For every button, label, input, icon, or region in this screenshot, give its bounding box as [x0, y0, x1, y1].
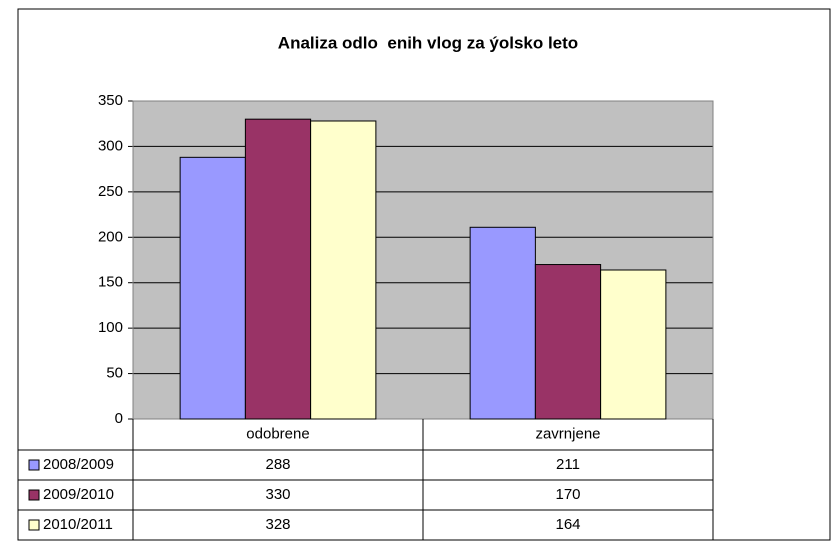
legend-label: 2010/2011	[43, 516, 113, 533]
table-value: 211	[556, 456, 580, 473]
y-tick-label: 100	[98, 319, 123, 336]
bar	[469, 226, 536, 420]
bar	[534, 264, 602, 420]
y-tick-label: 200	[98, 228, 123, 245]
y-tick-label: 0	[115, 410, 123, 427]
table-value: 328	[265, 516, 290, 533]
bar	[600, 269, 667, 420]
legend-swatch	[28, 489, 40, 501]
legend-label: 2008/2009	[43, 456, 114, 473]
table-value: 330	[265, 486, 290, 503]
y-tick-label: 300	[98, 137, 123, 154]
y-tick-label: 250	[98, 183, 123, 200]
x-tick-label: odobrene	[246, 425, 309, 442]
y-tick-label: 50	[106, 365, 123, 382]
bar	[179, 156, 246, 420]
bar	[244, 118, 312, 420]
y-tick-label: 150	[98, 274, 123, 291]
bar	[310, 120, 377, 420]
legend-swatch	[28, 519, 40, 531]
chart-title: Analiza odlo enih vlog za ýolsko leto	[278, 33, 578, 52]
x-tick-label: zavrnjene	[535, 425, 600, 442]
legend-swatch	[28, 459, 40, 471]
table-value: 288	[265, 456, 290, 473]
table-value: 170	[555, 486, 580, 503]
table-value: 164	[555, 516, 580, 533]
y-tick-label: 350	[98, 92, 123, 109]
legend-label: 2009/2010	[43, 486, 114, 503]
